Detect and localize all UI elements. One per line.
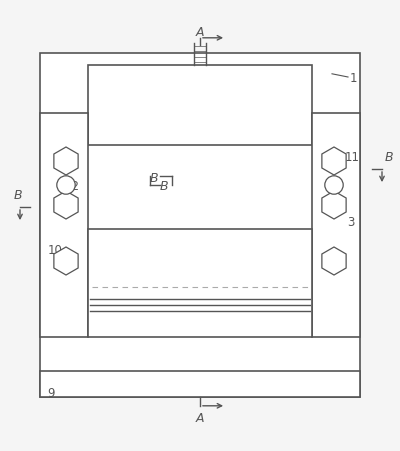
Text: 9: 9 — [47, 386, 55, 399]
Bar — [40, 371, 360, 397]
Bar — [88, 66, 312, 146]
Text: 1: 1 — [350, 71, 358, 84]
Bar — [40, 114, 88, 337]
Polygon shape — [322, 192, 346, 220]
Text: A: A — [196, 411, 204, 424]
Polygon shape — [54, 192, 78, 220]
Text: 12: 12 — [65, 179, 80, 192]
Bar — [312, 114, 360, 337]
Polygon shape — [54, 147, 78, 175]
Circle shape — [325, 176, 343, 195]
Bar — [88, 230, 312, 337]
Bar — [40, 54, 360, 397]
Polygon shape — [54, 248, 78, 276]
Text: B: B — [150, 171, 159, 184]
Text: B: B — [13, 189, 22, 202]
Text: B: B — [160, 180, 169, 193]
Polygon shape — [322, 147, 346, 175]
Text: 10: 10 — [47, 243, 62, 256]
Text: 3: 3 — [347, 215, 354, 228]
Text: 11: 11 — [345, 150, 360, 163]
Circle shape — [57, 176, 75, 195]
Polygon shape — [322, 248, 346, 276]
Text: A: A — [196, 25, 204, 38]
Text: B: B — [385, 151, 394, 164]
